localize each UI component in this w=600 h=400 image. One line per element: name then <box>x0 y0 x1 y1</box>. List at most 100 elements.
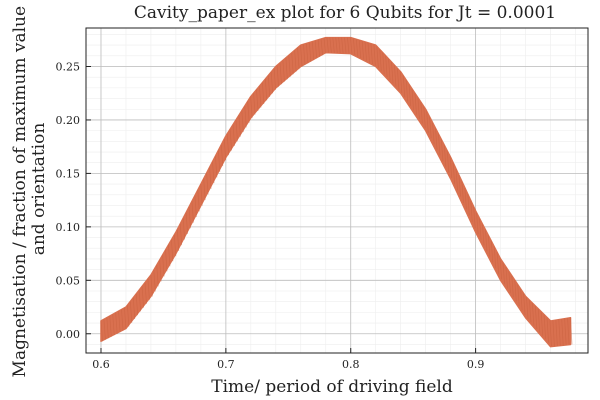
oscillation-stroke <box>532 303 535 326</box>
x-tick-label: 0.9 <box>467 358 485 371</box>
oscillation-stroke <box>267 75 271 97</box>
plot-frame <box>85 27 589 354</box>
oscillation-stroke <box>200 184 203 206</box>
oscillation-stroke <box>247 101 250 123</box>
oscillation-stroke <box>567 318 570 345</box>
oscillation-stroke <box>391 61 394 84</box>
oscillation-stroke <box>270 72 274 94</box>
oscillation-stroke <box>121 309 124 331</box>
oscillation-stroke <box>470 200 473 222</box>
oscillation-stroke <box>493 246 497 269</box>
oscillation-stroke <box>132 297 136 320</box>
oscillation-stroke <box>405 80 409 102</box>
oscillation-stroke <box>314 40 318 59</box>
oscillation-stroke <box>529 300 532 323</box>
oscillation-stroke <box>558 319 561 346</box>
oscillation-stroke <box>118 311 121 333</box>
x-tick-label: 0.7 <box>217 358 235 371</box>
y-tick-label: 0.10 <box>56 221 81 234</box>
oscillation-stroke <box>517 284 520 306</box>
oscillation-stroke <box>303 44 306 66</box>
oscillation-stroke <box>364 41 367 62</box>
oscillation-stroke <box>244 105 247 128</box>
oscillation-stroke <box>496 252 500 274</box>
oscillation-stroke <box>256 89 259 112</box>
oscillation-stroke <box>452 162 455 185</box>
y-tick-label: 0.00 <box>56 328 81 341</box>
x-axis-label: Time/ period of driving field <box>211 377 453 397</box>
oscillation-stroke <box>226 133 230 156</box>
y-tick-label: 0.15 <box>56 167 81 180</box>
oscillation-stroke <box>320 38 323 56</box>
oscillation-stroke <box>203 178 206 201</box>
oscillation-stroke <box>176 229 180 251</box>
oscillation-stroke <box>435 128 438 150</box>
oscillation-stroke <box>335 37 338 54</box>
oscillation-stroke <box>534 305 538 330</box>
oscillation-stroke <box>291 52 294 75</box>
oscillation-stroke <box>141 286 144 308</box>
oscillation-stroke <box>156 264 159 287</box>
tick-marks <box>86 65 477 353</box>
oscillation-stroke <box>185 212 188 234</box>
oscillation-stroke <box>129 301 133 323</box>
oscillation-stroke <box>276 65 279 87</box>
oscillation-stroke <box>420 102 423 124</box>
oscillation-stroke <box>212 161 215 184</box>
oscillation-stroke <box>455 168 458 191</box>
oscillation-stroke <box>347 37 350 54</box>
y-axis-label-line-2: and orientation <box>29 123 49 256</box>
oscillation-stroke <box>232 124 235 147</box>
oscillation-stroke <box>402 75 406 98</box>
oscillation-stroke <box>229 129 232 151</box>
oscillation-stroke <box>306 43 309 64</box>
oscillation-stroke <box>191 201 194 223</box>
oscillation-stroke <box>508 271 511 293</box>
oscillation-stroke <box>262 82 265 104</box>
oscillation-stroke <box>441 139 444 161</box>
oscillation-stroke <box>332 37 335 53</box>
oscillation-stroke <box>488 235 491 257</box>
oscillation-stroke <box>546 317 549 343</box>
oscillation-stroke <box>182 218 186 240</box>
oscillation-stroke <box>109 316 112 337</box>
oscillation-stroke <box>417 97 420 120</box>
oscillation-stroke <box>376 46 379 68</box>
oscillation-stroke <box>150 275 153 297</box>
oscillation-stroke <box>124 307 127 330</box>
oscillation-stroke <box>179 223 183 246</box>
oscillation-stroke <box>197 189 200 212</box>
oscillation-stroke <box>446 150 450 173</box>
oscillation-stroke <box>188 206 191 229</box>
oscillation-stroke <box>537 308 541 333</box>
oscillation-stroke <box>106 317 109 339</box>
oscillation-stroke <box>449 156 453 178</box>
oscillation-stroke <box>394 65 397 87</box>
oscillation-stroke <box>432 122 435 145</box>
oscillation-stroke <box>555 320 558 347</box>
oscillation-stroke <box>165 249 168 272</box>
oscillation-stroke <box>543 314 546 340</box>
oscillation-stroke <box>168 244 171 267</box>
x-tick-label: 0.6 <box>92 358 110 371</box>
plot-area <box>85 27 589 354</box>
oscillation-stroke <box>218 150 221 172</box>
oscillation-stroke <box>350 37 353 54</box>
oscillation-stroke <box>209 167 212 189</box>
oscillation-stroke <box>317 39 320 57</box>
oscillation-stroke <box>326 37 329 53</box>
oscillation-stroke <box>341 37 344 54</box>
series-layer <box>100 36 573 348</box>
oscillation-stroke <box>485 229 488 252</box>
oscillation-stroke <box>461 181 464 203</box>
oscillation-stroke <box>294 50 297 72</box>
oscillation-stroke <box>505 266 508 289</box>
x-tick-labels: 0.6 0.7 0.8 0.9 <box>92 358 484 371</box>
oscillation-stroke <box>467 194 470 216</box>
oscillation-stroke <box>311 41 315 61</box>
oscillation-stroke <box>385 55 388 78</box>
oscillation-stroke <box>373 44 376 66</box>
oscillation-stroke <box>223 139 227 161</box>
oscillation-stroke <box>499 257 502 280</box>
